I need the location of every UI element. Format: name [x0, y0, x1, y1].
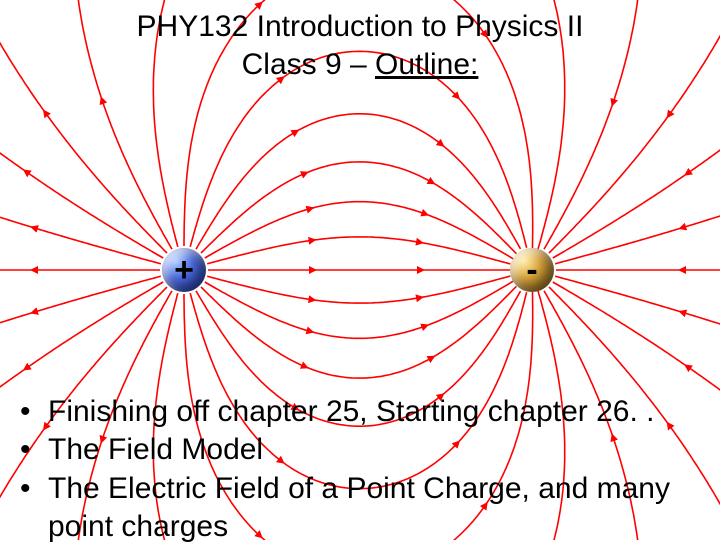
bullet-list: Finishing off chapter 25, Starting chapt…: [18, 393, 702, 547]
title-block: PHY132 Introduction to Physics II Class …: [18, 8, 702, 83]
list-item: The Electric Field of a Point Charge, an…: [18, 470, 702, 547]
title-line-2: Class 9 – Outline:: [18, 46, 702, 84]
title-line-2-outline: Outline:: [375, 48, 478, 81]
title-line-2-prefix: Class 9 –: [242, 48, 375, 81]
list-item: The Field Model: [18, 431, 702, 469]
list-item: Finishing off chapter 25, Starting chapt…: [18, 393, 702, 431]
title-line-1: PHY132 Introduction to Physics II: [18, 8, 702, 46]
